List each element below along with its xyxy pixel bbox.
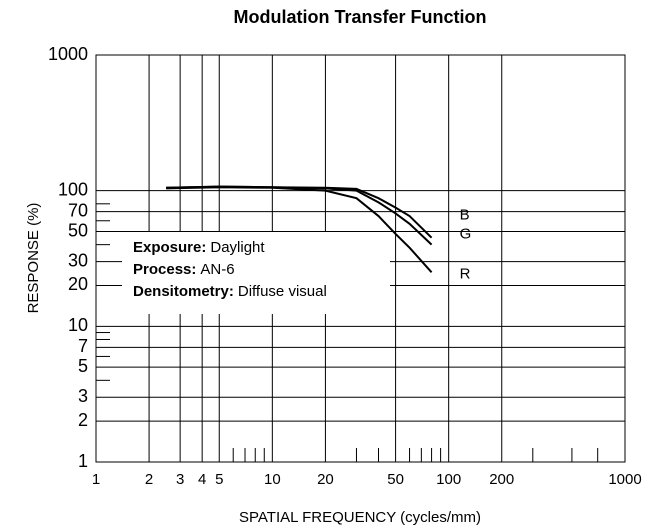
y-tick-label: 7 (78, 336, 88, 356)
x-tick-label: 2 (145, 471, 153, 488)
series-label: B (460, 207, 470, 224)
annotation: Exposure: Daylight (133, 239, 265, 256)
annotation-bg (122, 232, 390, 314)
annotation-key: Densitometry: (133, 283, 234, 300)
y-tick-label: 5 (78, 356, 88, 376)
x-axis-label: SPATIAL FREQUENCY (cycles/mm) (239, 509, 481, 526)
x-tick-label: 1000 (608, 471, 641, 488)
x-tick-label: 3 (176, 471, 184, 488)
series-label: G (460, 226, 472, 243)
annotation-key: Exposure: (133, 239, 206, 256)
annotation: Densitometry: Diffuse visual (133, 283, 327, 300)
x-tick-label: 200 (489, 471, 514, 488)
annotation: Process: AN-6 (133, 261, 235, 278)
annotation-value: Diffuse visual (238, 283, 327, 300)
y-tick-label: 50 (68, 220, 88, 240)
x-tick-label: 20 (317, 471, 334, 488)
x-tick-label: 50 (387, 471, 404, 488)
x-tick-label: 10 (264, 471, 281, 488)
y-tick-label: 2 (78, 410, 88, 430)
y-tick-label: 20 (68, 274, 88, 294)
annotation-box: Exposure: Daylight Process: AN-6 Densitometr… (122, 232, 390, 314)
x-tick-label: 1 (92, 471, 100, 488)
line-series (166, 186, 433, 274)
y-tick-label: 70 (68, 200, 88, 220)
chart-title: Modulation Transfer Function (234, 7, 487, 27)
x-tick-label: 4 (198, 471, 206, 488)
x-tick-label: 5 (215, 471, 223, 488)
annotation-value: AN-6 (200, 261, 234, 278)
y-tick-label: 10 (68, 315, 88, 335)
annotation-value: Daylight (210, 239, 265, 256)
y-tick-label: 1 (78, 451, 88, 471)
x-tick-label: 100 (436, 471, 461, 488)
y-tick-label: 3 (78, 386, 88, 406)
y-tick-label: 30 (68, 250, 88, 270)
y-axis-label: RESPONSE (%) (25, 203, 42, 314)
y-tick-label: 1000 (48, 44, 88, 64)
series-label: R (460, 265, 471, 282)
annotation-key: Process: (133, 261, 196, 278)
y-tick-label: 100 (58, 179, 88, 199)
